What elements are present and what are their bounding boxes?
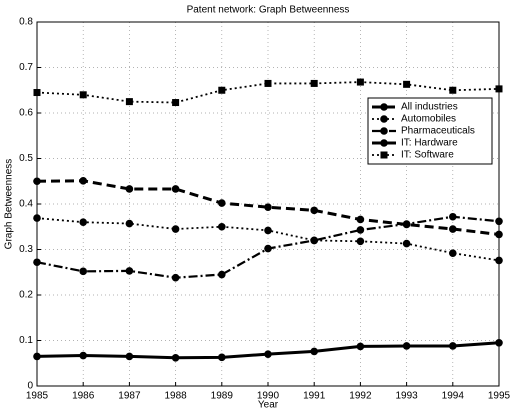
- data-point: [79, 176, 87, 185]
- data-point: [495, 230, 503, 239]
- x-tick-label: 1993: [395, 391, 418, 402]
- plot-frame: [36, 21, 500, 387]
- data-point: [264, 350, 272, 358]
- legend-label: Pharmaceuticals: [401, 126, 475, 137]
- data-point: [79, 351, 87, 360]
- data-point: [218, 222, 226, 231]
- data-point: [449, 225, 457, 233]
- data-point: [449, 249, 457, 257]
- y-tick-label: 0.6: [19, 108, 33, 119]
- data-point: [218, 199, 226, 207]
- legend-marker: [380, 115, 388, 123]
- data-point: [125, 185, 134, 193]
- data-point: [402, 342, 411, 350]
- x-tick-label: 1985: [26, 391, 49, 402]
- data-point: [33, 214, 41, 222]
- data-point: [402, 239, 411, 248]
- y-tick-label: 0.3: [19, 244, 33, 255]
- data-point: [171, 273, 180, 282]
- x-tick-label: 1987: [118, 391, 141, 402]
- legend-label: IT: Software: [401, 150, 454, 161]
- data-point: [264, 244, 272, 253]
- data-point: [495, 256, 503, 265]
- data-point: [449, 212, 457, 221]
- y-tick-label: 0.1: [19, 335, 33, 346]
- legend-marker: [380, 103, 388, 111]
- data-point: [310, 347, 319, 356]
- data-point: [403, 80, 411, 88]
- data-point: [171, 185, 180, 193]
- x-tick-label: 1991: [303, 391, 326, 402]
- y-tick-label: 0.5: [19, 153, 33, 164]
- data-point: [402, 220, 411, 228]
- data-point: [356, 237, 365, 246]
- x-axis-label: Year: [258, 400, 279, 411]
- data-point: [125, 219, 134, 228]
- data-point: [495, 217, 503, 226]
- y-axis-label: Graph Betweenness: [4, 159, 15, 250]
- data-point: [125, 352, 134, 361]
- data-point: [264, 203, 272, 211]
- x-tick-label: 1990: [257, 391, 280, 402]
- data-point: [171, 353, 180, 362]
- data-point: [79, 267, 87, 276]
- y-tick-label: 0.8: [19, 17, 33, 28]
- x-tick-label: 1992: [349, 391, 372, 402]
- data-point: [218, 353, 226, 362]
- data-point: [449, 342, 457, 350]
- legend-label: All industries: [401, 102, 458, 113]
- data-point: [356, 215, 365, 224]
- data-point: [33, 89, 41, 97]
- data-point: [495, 338, 503, 347]
- x-tick-label: 1989: [211, 391, 234, 402]
- legend-label: Automobiles: [401, 114, 456, 125]
- data-point: [310, 79, 318, 87]
- x-tick-label: 1986: [72, 391, 95, 402]
- data-point: [310, 206, 319, 215]
- x-tick-label: 1988: [164, 391, 187, 402]
- y-tick-label: 0.7: [19, 62, 33, 73]
- data-point: [356, 226, 365, 234]
- data-point: [310, 236, 319, 245]
- legend-marker: [380, 151, 388, 159]
- data-point: [172, 99, 180, 107]
- data-point: [356, 342, 365, 351]
- legend-marker: [380, 139, 388, 147]
- data-point: [218, 86, 226, 94]
- data-point: [79, 91, 87, 99]
- y-tick-label: 0.4: [19, 199, 33, 210]
- data-point: [33, 352, 41, 361]
- data-point: [171, 225, 180, 233]
- data-point: [33, 177, 41, 186]
- data-point: [356, 78, 364, 86]
- y-tick-label: 0: [27, 381, 33, 392]
- data-point: [264, 226, 272, 235]
- legend-marker: [380, 127, 388, 135]
- data-point: [495, 85, 503, 93]
- data-point: [125, 98, 133, 106]
- legend-label: IT: Hardware: [401, 138, 458, 149]
- data-point: [33, 258, 41, 267]
- series-line: [36, 179, 500, 236]
- legend-box: [367, 97, 493, 165]
- x-tick-label: 1995: [488, 391, 511, 402]
- x-tick-label: 1994: [442, 391, 465, 402]
- legend: All industriesAutomobilesPharmaceuticals…: [367, 97, 493, 165]
- y-tick-label: 0.2: [19, 290, 33, 301]
- data-point: [218, 270, 226, 279]
- data-point: [449, 86, 457, 94]
- data-point: [79, 218, 87, 226]
- data-point: [264, 79, 272, 87]
- chart-title: Patent network: Graph Betweenness: [187, 5, 350, 16]
- data-point: [125, 267, 134, 275]
